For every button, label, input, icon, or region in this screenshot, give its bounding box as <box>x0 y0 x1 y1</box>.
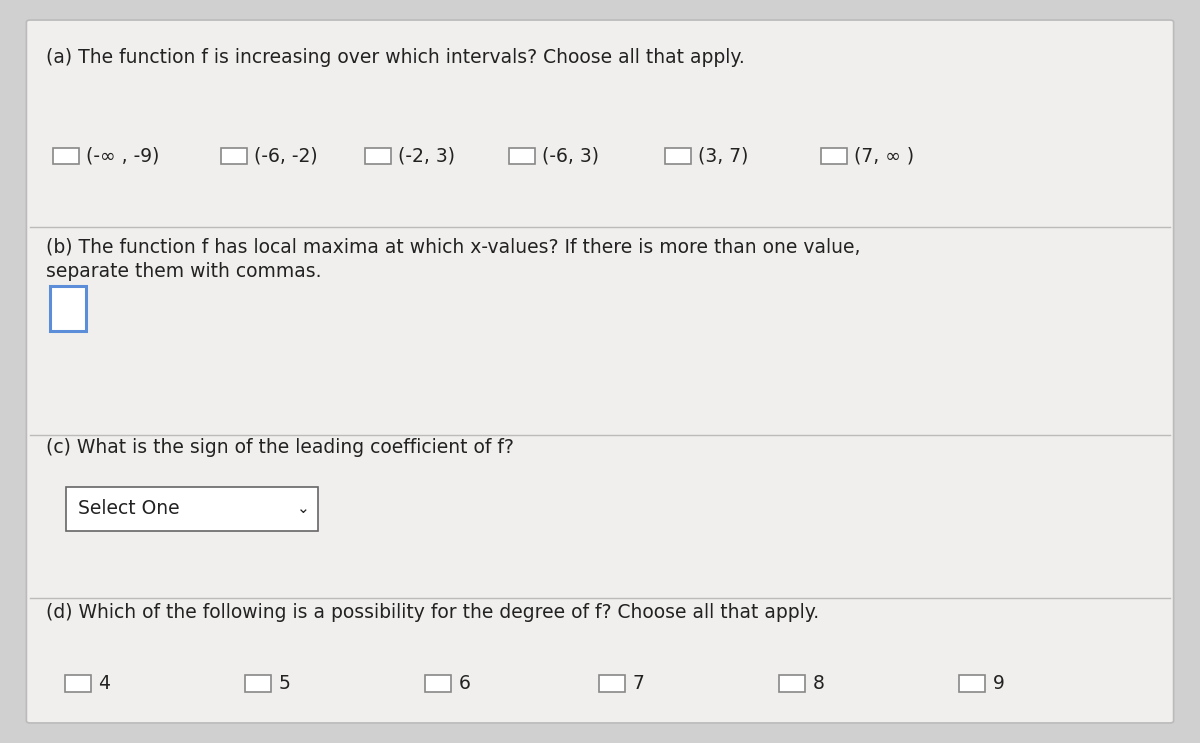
Text: (-6, -2): (-6, -2) <box>254 146 318 166</box>
Text: ⌄: ⌄ <box>296 502 310 516</box>
Text: 7: 7 <box>632 674 644 693</box>
FancyBboxPatch shape <box>425 675 451 692</box>
Text: (-2, 3): (-2, 3) <box>398 146 456 166</box>
Text: 5: 5 <box>278 674 290 693</box>
FancyBboxPatch shape <box>779 675 805 692</box>
Text: (c) What is the sign of the leading coefficient of f?: (c) What is the sign of the leading coef… <box>46 438 514 458</box>
FancyBboxPatch shape <box>65 675 91 692</box>
Text: 9: 9 <box>992 674 1004 693</box>
Text: (d) Which of the following is a possibility for the degree of f? Choose all that: (d) Which of the following is a possibil… <box>46 603 818 623</box>
FancyBboxPatch shape <box>509 148 535 164</box>
Text: (3, 7): (3, 7) <box>698 146 749 166</box>
FancyBboxPatch shape <box>959 675 985 692</box>
FancyBboxPatch shape <box>245 675 271 692</box>
Text: (-∞ , -9): (-∞ , -9) <box>86 146 160 166</box>
FancyBboxPatch shape <box>665 148 691 164</box>
FancyBboxPatch shape <box>365 148 391 164</box>
Text: 8: 8 <box>812 674 824 693</box>
FancyBboxPatch shape <box>221 148 247 164</box>
FancyBboxPatch shape <box>821 148 847 164</box>
Text: 4: 4 <box>98 674 110 693</box>
FancyBboxPatch shape <box>599 675 625 692</box>
Text: (7, ∞ ): (7, ∞ ) <box>854 146 914 166</box>
Text: (b) The function f has local maxima at which x-values? If there is more than one: (b) The function f has local maxima at w… <box>46 238 860 257</box>
FancyBboxPatch shape <box>53 148 79 164</box>
FancyBboxPatch shape <box>66 487 318 531</box>
Text: 6: 6 <box>458 674 470 693</box>
FancyBboxPatch shape <box>26 20 1174 723</box>
Text: separate them with commas.: separate them with commas. <box>46 262 322 281</box>
Text: Select One: Select One <box>78 499 180 519</box>
Text: (a) The function f is increasing over which intervals? Choose all that apply.: (a) The function f is increasing over wh… <box>46 48 744 68</box>
Text: (-6, 3): (-6, 3) <box>542 146 600 166</box>
FancyBboxPatch shape <box>50 286 86 331</box>
